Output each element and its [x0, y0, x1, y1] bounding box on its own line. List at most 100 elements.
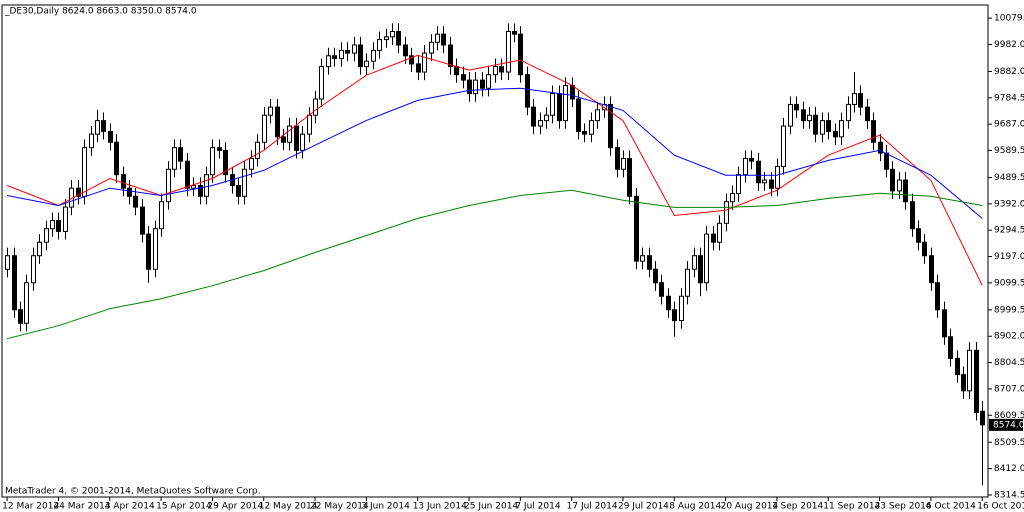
candle-body — [242, 168, 247, 197]
candle-body — [756, 160, 761, 184]
candle-body — [198, 184, 203, 197]
candle-body — [897, 179, 902, 192]
candle-body — [185, 160, 190, 189]
candle-body — [461, 74, 466, 81]
candle-body — [146, 233, 151, 270]
candle-body — [935, 282, 940, 311]
x-tick-label: 29 Jul 2014 — [618, 502, 669, 512]
x-tick-label: 3 Apr 2014 — [105, 502, 155, 512]
candle-body — [377, 39, 382, 51]
candle-body — [506, 30, 511, 73]
y-tick-label: 9882.0 — [994, 67, 1024, 77]
candle-body — [666, 295, 671, 311]
candle-body — [942, 309, 947, 338]
candle-body — [916, 228, 921, 243]
candle-body — [223, 149, 228, 176]
candle-body — [371, 49, 376, 62]
candle-body — [480, 79, 485, 89]
candle-body — [974, 349, 979, 413]
candle-body — [781, 125, 786, 168]
candle-body — [313, 98, 318, 116]
candle-body — [76, 187, 81, 197]
x-tick-label: 13 Jun 2014 — [413, 502, 467, 512]
candle-body — [852, 93, 857, 105]
candle-body — [281, 136, 286, 143]
x-tick-label: 23 Sep 2014 — [875, 502, 932, 512]
y-tick-label: 9197.0 — [994, 252, 1024, 262]
candle-body — [82, 147, 87, 197]
candle-body — [121, 174, 126, 189]
candle-body — [922, 241, 927, 257]
candle-body — [692, 255, 697, 270]
candle-body — [473, 79, 478, 95]
moving-average-line — [6, 54, 983, 286]
candle-body — [358, 44, 363, 68]
candle-body — [595, 109, 600, 122]
candle-body — [63, 206, 68, 232]
x-tick-label: 1 Sep 2014 — [772, 502, 824, 512]
candle-body — [961, 374, 966, 392]
x-tick-label: 11 Sep 2014 — [823, 502, 880, 512]
candle-body — [101, 120, 106, 132]
candle-body — [12, 255, 17, 311]
candle-body — [454, 66, 459, 76]
candle-body — [390, 30, 395, 38]
candle-body — [563, 85, 568, 122]
y-tick-label: 8707.0 — [994, 384, 1024, 394]
y-tick-label: 9294.5 — [994, 226, 1024, 236]
x-tick-label: 15 Apr 2014 — [156, 502, 212, 512]
candle-body — [159, 201, 164, 230]
candle-body — [326, 55, 331, 68]
candle-body — [384, 36, 389, 41]
candle-body — [319, 66, 324, 100]
candle-body — [685, 268, 690, 297]
candle-body — [557, 93, 562, 122]
y-tick-label: 9099.5 — [994, 278, 1024, 288]
candle-body — [698, 255, 703, 284]
candle-body — [396, 30, 401, 46]
candle-body — [833, 130, 838, 138]
candle-body — [345, 49, 350, 54]
y-tick-label: 9982.0 — [994, 40, 1024, 50]
candle-body — [570, 85, 575, 100]
candle-body — [493, 66, 498, 76]
candle-body — [910, 201, 915, 230]
candle-body — [255, 141, 260, 159]
candle-body — [865, 106, 870, 122]
candle-body — [429, 41, 434, 54]
candle-body — [621, 157, 626, 170]
candle-body — [44, 228, 49, 243]
y-tick-label: 9589.5 — [994, 146, 1024, 156]
candle-body — [294, 125, 299, 151]
candle-body — [948, 336, 953, 359]
candle-body — [576, 98, 581, 132]
candle-body — [884, 152, 889, 170]
candle-body — [743, 157, 748, 176]
last-price-label: 8574.0 — [993, 420, 1024, 430]
candle-body — [249, 157, 254, 170]
y-tick-label: 8902.0 — [994, 332, 1024, 342]
candle-body — [56, 220, 61, 232]
candle-body — [512, 30, 517, 35]
candle-body — [178, 147, 183, 162]
x-tick-label: 12 May 2014 — [259, 502, 318, 512]
candle-body — [210, 147, 215, 176]
candle-body — [339, 49, 344, 59]
x-tick-label: 6 Oct 2014 — [926, 502, 976, 512]
candle-body — [711, 233, 716, 243]
candle-body — [717, 222, 722, 243]
candle-body — [166, 168, 171, 203]
candle-body — [409, 55, 414, 65]
candle-body — [846, 103, 851, 122]
candle-body — [307, 114, 312, 135]
y-tick-label: 9784.5 — [994, 93, 1024, 103]
candle-body — [50, 220, 55, 230]
y-tick-label: 8609.5 — [994, 411, 1024, 421]
candle-body — [550, 93, 555, 116]
candle-body — [37, 241, 42, 257]
candle-body — [878, 141, 883, 154]
candle-body — [672, 309, 677, 322]
candle-body — [749, 157, 754, 162]
candle-body — [813, 114, 818, 135]
